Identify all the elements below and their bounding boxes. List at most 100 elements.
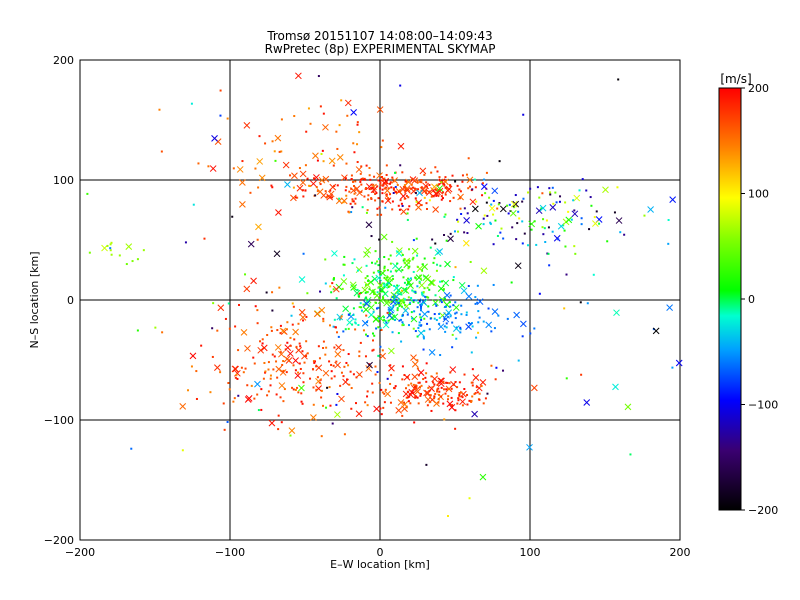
data-point (506, 204, 509, 207)
data-point (542, 233, 545, 236)
data-point (399, 84, 402, 87)
data-point-cross (254, 380, 261, 388)
data-point (408, 265, 411, 268)
data-point (386, 377, 389, 380)
data-point (425, 295, 428, 298)
data-point (383, 319, 386, 322)
data-point-cross (421, 310, 429, 318)
data-point (438, 390, 441, 393)
data-point (352, 180, 355, 183)
data-point-cross (296, 184, 304, 192)
data-point (389, 306, 392, 309)
data-point (373, 334, 376, 337)
data-point (513, 206, 516, 209)
y-axis-label: N–S location [km] (28, 251, 41, 348)
data-point (433, 395, 436, 398)
data-point (321, 149, 324, 152)
data-point (361, 177, 364, 180)
data-point (342, 330, 345, 333)
data-point-cross (125, 243, 133, 250)
data-point (380, 273, 383, 276)
data-point (426, 404, 429, 407)
data-point (489, 221, 492, 224)
data-point (377, 271, 380, 274)
data-point (335, 297, 338, 300)
data-point (271, 186, 274, 189)
data-point (444, 305, 447, 308)
data-point-cross (234, 369, 241, 377)
data-point (474, 392, 477, 395)
data-point (252, 356, 255, 359)
data-point-cross (479, 473, 487, 481)
data-point (307, 107, 310, 110)
data-point-cross (573, 194, 581, 202)
data-point (161, 331, 164, 334)
data-point (232, 167, 235, 170)
data-point (411, 258, 414, 261)
data-point-cross (471, 205, 479, 213)
data-point-cross (491, 308, 499, 315)
data-point (385, 164, 388, 167)
data-point (354, 186, 357, 189)
data-point (459, 190, 462, 193)
data-point (455, 311, 458, 314)
data-point (423, 317, 426, 320)
data-point (302, 252, 305, 255)
data-point (322, 112, 325, 115)
data-point (342, 201, 345, 204)
data-point (403, 374, 406, 377)
data-point (290, 314, 293, 317)
data-point-cross (647, 206, 654, 213)
data-point (386, 311, 389, 314)
data-point (367, 198, 370, 201)
data-point-cross (335, 197, 343, 205)
data-point (434, 303, 437, 306)
data-point (351, 198, 354, 201)
data-point (449, 232, 452, 235)
data-point (381, 296, 384, 299)
data-point-cross (355, 266, 363, 274)
data-point (555, 201, 558, 204)
data-point-cross (355, 410, 363, 418)
data-point (270, 329, 273, 332)
data-point (360, 165, 363, 168)
data-point (336, 392, 339, 395)
data-point (579, 301, 582, 304)
data-point-cross (403, 303, 411, 310)
data-point (436, 170, 439, 173)
data-point (387, 282, 390, 285)
data-point (234, 376, 237, 379)
data-point (444, 186, 447, 189)
data-point (414, 277, 417, 280)
data-point (415, 237, 418, 240)
data-point (298, 362, 301, 365)
data-point (261, 338, 264, 341)
colorbar-tick-label: −100 (748, 399, 778, 412)
data-point (403, 197, 406, 200)
data-point-cross (211, 135, 218, 142)
data-point-cross (422, 274, 430, 281)
data-point (345, 194, 348, 197)
data-point (304, 164, 307, 167)
data-point (154, 326, 157, 329)
data-point (419, 274, 422, 277)
data-point (291, 323, 294, 326)
data-point (419, 307, 422, 310)
data-point (306, 177, 309, 180)
chart-title: Tromsø 20151107 14:08:00–14:09:43 (266, 29, 492, 43)
data-point (348, 383, 351, 386)
data-point (130, 447, 133, 450)
data-point (439, 280, 442, 283)
data-point (526, 244, 529, 247)
data-point (407, 259, 410, 262)
data-point (391, 200, 394, 203)
data-point-cross (295, 346, 302, 354)
data-point (389, 262, 392, 265)
data-point (391, 331, 394, 334)
data-point (269, 374, 272, 377)
data-point (484, 192, 487, 195)
data-point (333, 318, 336, 321)
data-point (187, 389, 190, 392)
data-point-cross (583, 399, 591, 406)
data-point (486, 214, 489, 217)
